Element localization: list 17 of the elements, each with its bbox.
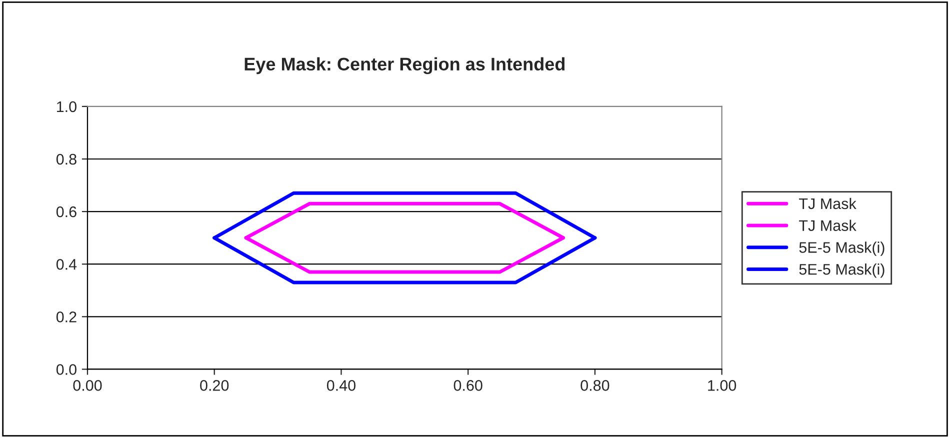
x-tick-label: 0.00 <box>73 380 102 391</box>
legend-label: TJ Mask <box>799 220 856 231</box>
y-tick-label: 0.0 <box>56 364 76 375</box>
legend-label: TJ Mask <box>799 198 856 210</box>
y-tick-label: 0.8 <box>56 154 76 165</box>
chart-title: Eye Mask: Center Region as Intended <box>244 57 565 74</box>
x-tick-label: 0.40 <box>326 380 356 391</box>
legend-label: 5E-5 Mask(i) <box>799 264 884 278</box>
x-tick-label: 0.60 <box>454 380 482 391</box>
y-tick-label: 0.6 <box>56 206 76 218</box>
y-tick-label: 0.2 <box>56 312 76 322</box>
legend-label: 5E-5 Mask(i) <box>799 242 884 256</box>
x-tick-label: 0.20 <box>200 380 229 391</box>
y-tick-label: 1.0 <box>57 101 76 112</box>
x-tick-label: 1.00 <box>708 380 736 391</box>
x-tick-label: 0.80 <box>580 380 610 391</box>
y-tick-label: 0.4 <box>56 258 77 270</box>
